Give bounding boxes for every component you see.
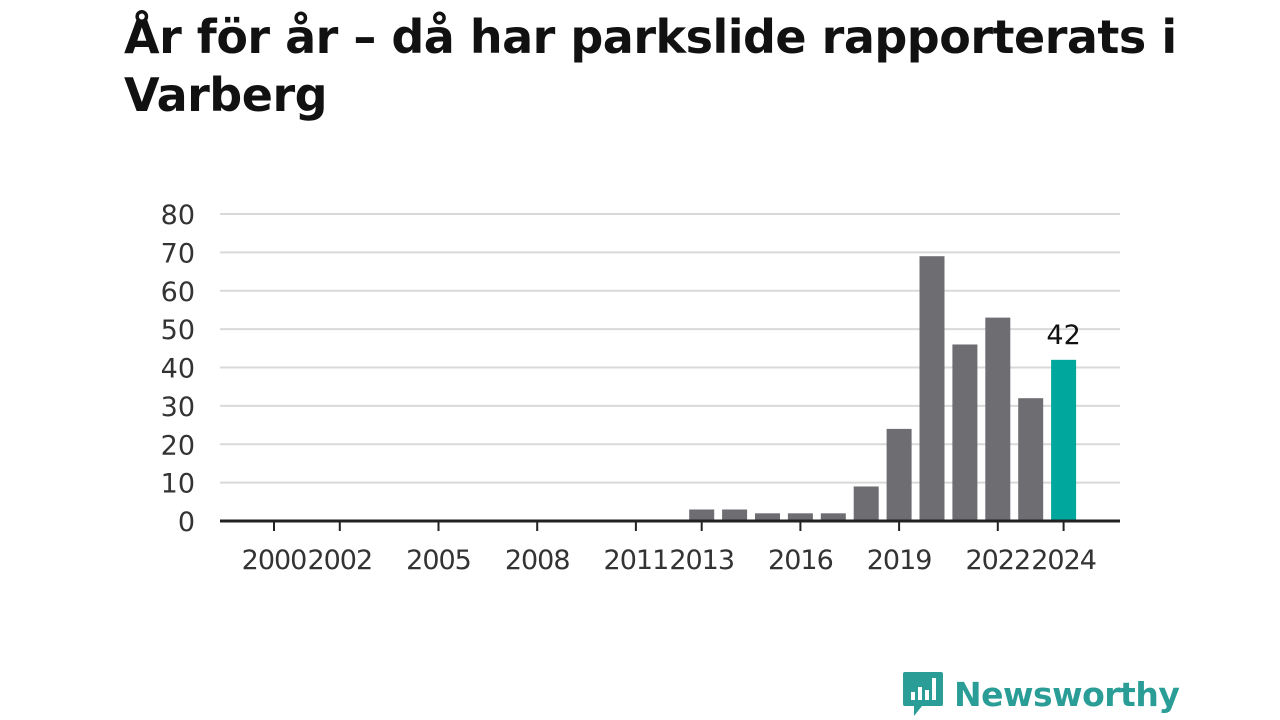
y-tick-label: 20	[161, 430, 195, 461]
x-tick-label: 2005	[406, 545, 471, 576]
x-tick-label: 2002	[307, 545, 372, 576]
bar	[689, 509, 715, 521]
newsworthy-logo-icon	[903, 672, 943, 716]
y-tick-label: 40	[161, 354, 195, 385]
y-tick-label: 30	[161, 392, 195, 423]
y-tick-label: 60	[161, 277, 195, 308]
bar	[755, 513, 780, 521]
y-tick-label: 10	[161, 469, 195, 500]
y-tick-label: 80	[161, 200, 195, 231]
x-tick-label: 2022	[965, 545, 1030, 576]
bar	[952, 344, 978, 521]
bar	[919, 256, 945, 521]
x-tick-label: 2008	[505, 545, 570, 576]
bar	[985, 317, 1011, 521]
bar	[820, 513, 846, 521]
y-tick-label: 70	[161, 238, 195, 269]
x-tick-label: 2024	[1031, 545, 1096, 576]
chart-title: År för år – då har parkslide rapporterat…	[124, 10, 1177, 122]
y-tick-label: 0	[178, 507, 195, 538]
gridlines	[220, 213, 1120, 484]
y-tick-label: 50	[161, 315, 195, 346]
bar	[1018, 398, 1044, 521]
x-tick-label: 2013	[669, 545, 734, 576]
bar	[722, 509, 748, 521]
bar	[853, 486, 879, 521]
x-tick-label: 2019	[867, 545, 932, 576]
bar	[886, 428, 912, 521]
x-tick-label: 2016	[768, 545, 833, 576]
x-tick-label: 2011	[604, 545, 669, 576]
axes	[220, 519, 1120, 531]
bar-value-label: 42	[1046, 320, 1080, 351]
bars	[689, 256, 1077, 521]
brand-logo[interactable]: Newsworthy	[902, 670, 1180, 718]
bar-highlight	[1051, 359, 1077, 521]
x-tick-label: 2000	[242, 545, 307, 576]
brand-name: Newsworthy	[954, 674, 1180, 714]
bar	[787, 513, 813, 521]
